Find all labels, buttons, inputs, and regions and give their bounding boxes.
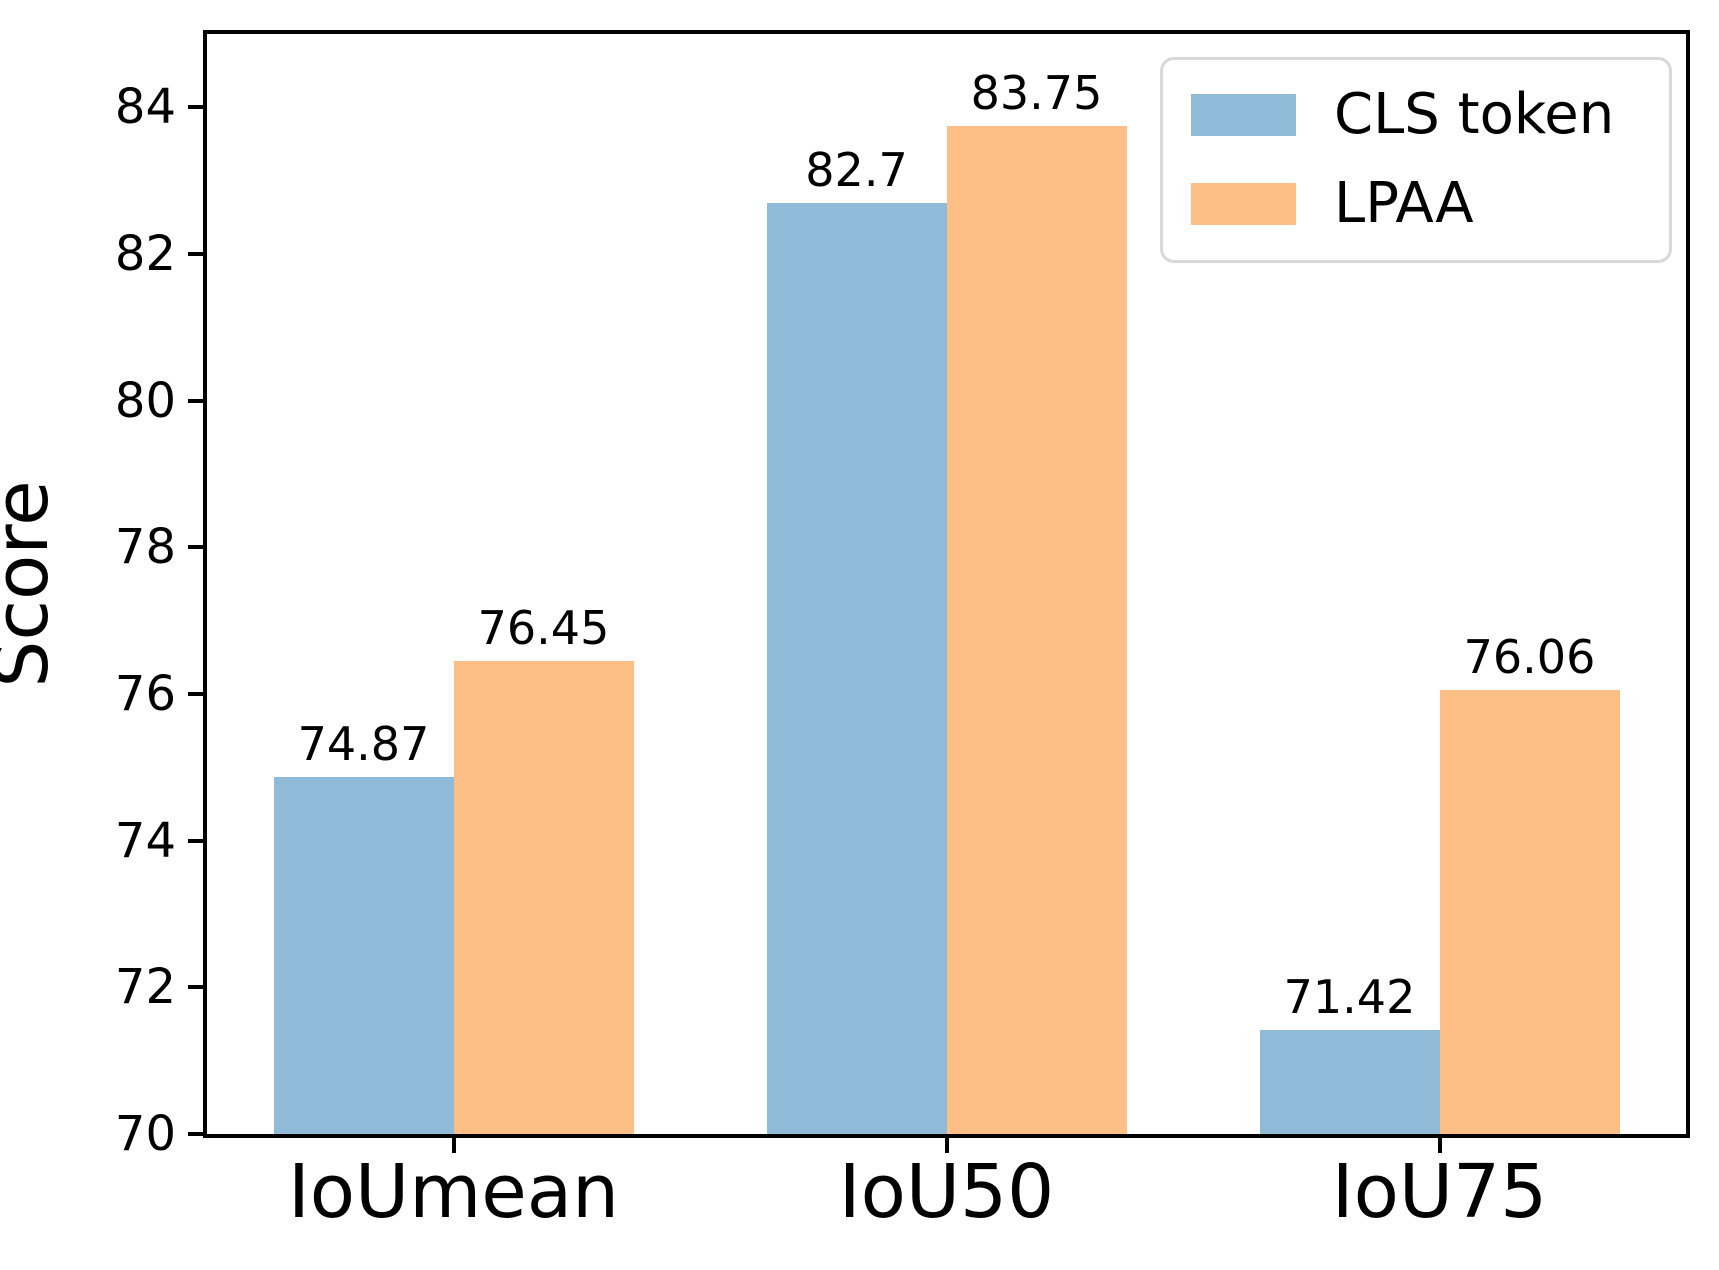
y-tick-label: 82	[114, 226, 176, 282]
legend-item: LPAA	[1191, 170, 1649, 236]
legend-label: CLS token	[1334, 82, 1615, 147]
x-tick-mark	[1437, 1138, 1442, 1153]
bar-value-label: 83.75	[970, 65, 1103, 120]
y-tick-mark	[188, 105, 203, 110]
y-tick-label: 70	[114, 1106, 176, 1162]
y-tick-label: 72	[114, 959, 176, 1016]
bar-value-label: 82.7	[805, 142, 908, 197]
y-tick-mark	[188, 1132, 203, 1136]
bar-lpaa	[1439, 689, 1620, 1134]
y-tick-label: 80	[114, 372, 176, 429]
x-tick-mark	[944, 1138, 949, 1153]
bar-cls-token	[1259, 1029, 1440, 1134]
x-tick-label: IoU50	[838, 1149, 1055, 1235]
bar-value-label: 74.87	[297, 716, 430, 771]
bar-cls-token	[766, 202, 947, 1134]
y-tick-mark	[188, 692, 203, 696]
legend-swatch	[1191, 183, 1296, 226]
bar-lpaa	[946, 125, 1127, 1134]
y-tick-mark	[188, 398, 203, 403]
x-tick-mark	[451, 1138, 456, 1153]
y-tick-mark	[188, 252, 203, 256]
legend: CLS token LPAA	[1160, 57, 1672, 263]
y-tick-label: 78	[114, 519, 176, 576]
y-tick-label: 76	[114, 666, 176, 722]
y-tick-mark	[188, 838, 203, 843]
bar-value-label: 76.45	[477, 601, 610, 655]
y-tick-label: 84	[114, 79, 176, 136]
bar-value-label: 76.06	[1463, 629, 1596, 684]
y-axis-label: Score	[0, 480, 65, 688]
legend-label: LPAA	[1334, 170, 1474, 236]
y-tick-mark	[188, 545, 203, 550]
bar-value-label: 71.42	[1283, 969, 1416, 1024]
y-tick-mark	[188, 985, 203, 990]
plot-area-inner: 70 72 74 76 78 80 82 84 IoUmean IoU50 IoU75 74.87 82…	[115, 34, 1686, 1229]
bar-lpaa	[453, 661, 634, 1134]
y-tick-label: 74	[114, 812, 176, 869]
bar-cls-token	[273, 776, 454, 1134]
x-tick-label: IoUmean	[287, 1149, 620, 1235]
legend-item: CLS token	[1191, 82, 1649, 147]
x-tick-label: IoU75	[1331, 1149, 1548, 1235]
legend-swatch	[1191, 94, 1296, 137]
